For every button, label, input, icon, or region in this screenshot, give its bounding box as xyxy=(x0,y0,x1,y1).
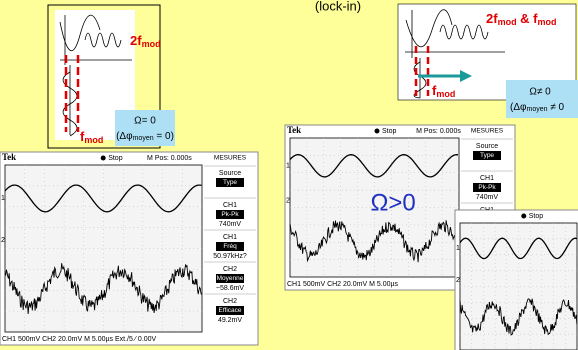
subscript: mod xyxy=(538,17,557,27)
measure-type: Moyenne xyxy=(217,275,244,282)
measure-reading: 740mV xyxy=(219,221,242,228)
position: M Pos: 0.000s xyxy=(147,155,192,162)
run-state: Stop xyxy=(382,128,397,135)
measure-reading: 740mV xyxy=(476,194,499,201)
measure-label: CH1 xyxy=(223,234,237,241)
subscript: mod xyxy=(436,89,455,99)
text: (Δφ xyxy=(510,102,527,113)
ch-marker: 2 xyxy=(286,197,290,204)
measure-reading: −58.6mV xyxy=(216,285,245,292)
run-state: Stop xyxy=(529,213,544,220)
measure-type: Efficace xyxy=(218,307,241,314)
menu-title: MESURES xyxy=(471,128,504,135)
brand: Tek xyxy=(287,125,301,135)
measure-label: CH2 xyxy=(223,298,237,305)
run-indicator xyxy=(101,156,106,161)
scope-footer: CH1 500mV CH2 20.0mV M 5.00µs Ext./5 ⁄ 0… xyxy=(2,336,157,343)
measure-label: Source xyxy=(219,170,241,177)
run-state: Stop xyxy=(108,155,123,162)
overlay: Ω>0 xyxy=(370,190,415,217)
condition-text: Ω≠ 0 xyxy=(529,87,551,98)
page: (lock-in) Ω= 0 (Δφmoyen = 0) 2fmod fmod … xyxy=(0,0,578,350)
screen xyxy=(460,223,577,350)
subscript: moyen xyxy=(133,135,154,142)
text: = 0) xyxy=(154,131,174,142)
lock-in-label: (lock-in) xyxy=(315,0,361,13)
subscript: mod xyxy=(498,17,517,27)
ch-marker: 1 xyxy=(456,245,460,252)
subscript: moyen xyxy=(527,106,548,113)
ch-marker: 2 xyxy=(1,237,5,244)
ch-marker: 1 xyxy=(1,195,5,202)
measure-reading: 49.2mV xyxy=(218,317,242,324)
measure-reading: 50.97kHz? xyxy=(213,253,247,260)
measure-type: Pk-Pk xyxy=(221,211,239,218)
subscript: mod xyxy=(142,39,161,49)
condition-text: Ω= 0 xyxy=(134,116,156,127)
text: 2f xyxy=(130,33,142,48)
text: ≠ 0 xyxy=(548,102,565,113)
position: M Pos: 0.000s xyxy=(416,128,461,135)
oscilloscope: 1 2 Stop xyxy=(455,210,578,350)
measure-label: CH2 xyxy=(223,266,237,273)
text: & f xyxy=(517,11,539,26)
measure-label: Source xyxy=(476,143,498,150)
run-indicator xyxy=(375,129,380,134)
measure-type: Pk-Pk xyxy=(478,184,496,191)
measure-label: CH1 xyxy=(480,175,494,182)
measure-type: Fréq xyxy=(223,243,237,250)
text: (Δφ xyxy=(116,131,133,142)
ch-marker: 1 xyxy=(286,163,290,170)
text: 2f xyxy=(486,11,498,26)
brand: Tek xyxy=(2,152,16,162)
run-indicator xyxy=(521,214,526,219)
measure-label: CH1 xyxy=(223,202,237,209)
oscilloscope: 1 2 Tek Stop M Pos: 0.000s MESURES Source Type C… xyxy=(0,152,258,345)
ch-marker: 2 xyxy=(456,277,460,284)
measure-type: Type xyxy=(480,152,494,159)
subscript: mod xyxy=(84,135,103,145)
scope-footer: CH1 500mV CH2 20.0mV M 5.00µs xyxy=(287,281,399,288)
slide: (lock-in) Ω= 0 (Δφmoyen = 0) 2fmod fmod … xyxy=(0,0,578,350)
measure-type: Type xyxy=(223,179,237,186)
menu-title: MESURES xyxy=(214,155,247,162)
freq-label: 2fmod xyxy=(130,33,161,49)
